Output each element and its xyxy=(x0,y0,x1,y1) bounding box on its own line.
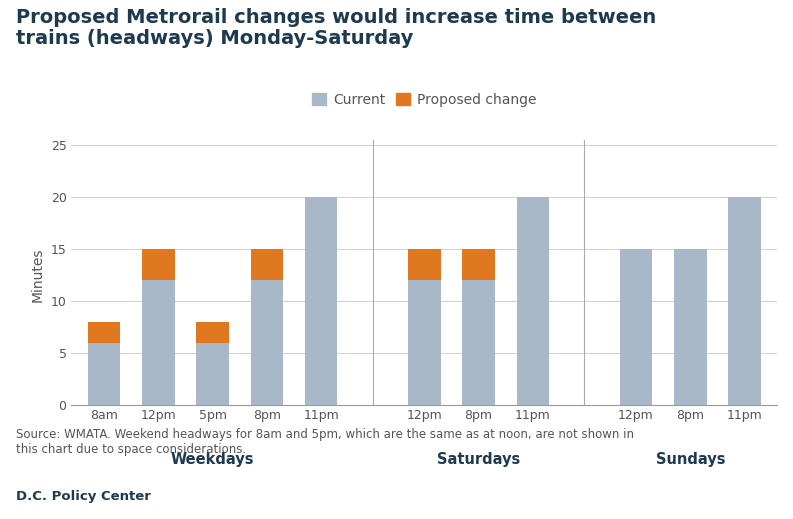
Bar xyxy=(408,280,441,405)
Bar xyxy=(88,322,121,343)
Bar xyxy=(516,197,549,405)
Bar xyxy=(619,249,653,405)
Bar xyxy=(462,249,495,280)
Bar xyxy=(88,343,121,405)
Text: Weekdays: Weekdays xyxy=(170,452,255,467)
Text: Source: WMATA. Weekend headways for 8am and 5pm, which are the same as at noon, : Source: WMATA. Weekend headways for 8am … xyxy=(16,428,634,456)
Text: D.C. Policy Center: D.C. Policy Center xyxy=(16,490,151,503)
Y-axis label: Minutes: Minutes xyxy=(31,248,45,303)
Bar xyxy=(251,249,283,280)
Bar xyxy=(674,249,707,405)
Text: Proposed Metrorail changes would increase time between: Proposed Metrorail changes would increas… xyxy=(16,8,656,27)
Bar xyxy=(462,280,495,405)
Text: Sundays: Sundays xyxy=(656,452,725,467)
Bar xyxy=(196,343,229,405)
Bar xyxy=(142,280,174,405)
Bar xyxy=(305,197,337,405)
Bar xyxy=(408,249,441,280)
Bar xyxy=(196,322,229,343)
Bar xyxy=(251,280,283,405)
Bar xyxy=(728,197,760,405)
Legend: Current, Proposed change: Current, Proposed change xyxy=(306,87,542,113)
Text: trains (headways) Monday-Saturday: trains (headways) Monday-Saturday xyxy=(16,29,413,48)
Text: Saturdays: Saturdays xyxy=(437,452,520,467)
Bar xyxy=(142,249,174,280)
